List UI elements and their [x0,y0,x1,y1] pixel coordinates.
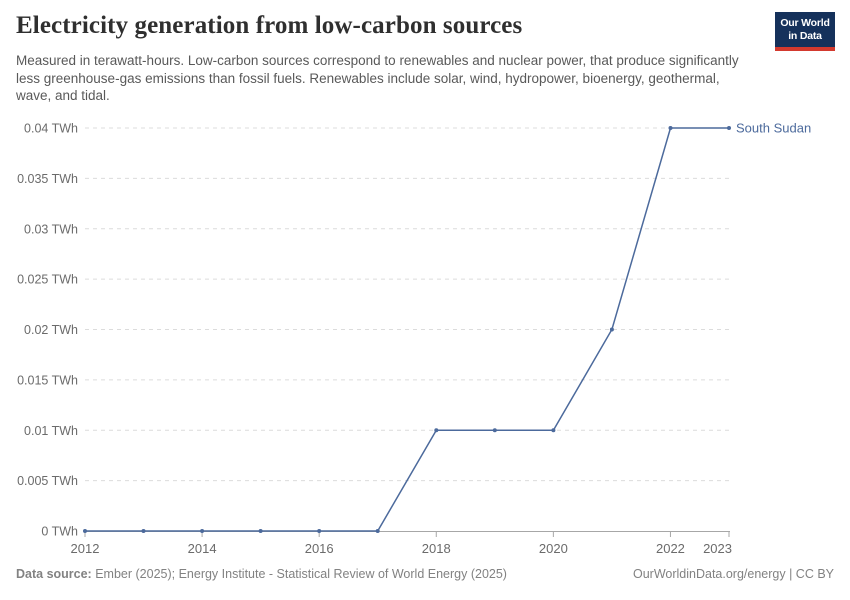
chart-subtitle: Measured in terawatt-hours. Low-carbon s… [16,53,739,103]
series-line [85,127,729,532]
data-point [200,529,205,533]
x-axis-label: 2014 [188,541,217,556]
data-source-text: Ember (2025); Energy Institute - Statist… [91,567,507,581]
y-axis-label: 0.01 TWh [24,424,78,438]
owid-logo-line2: in Data [788,29,822,42]
x-axis-label: 2018 [422,541,451,556]
data-point [551,428,556,433]
data-source-note: Data source: Ember (2025); Energy Instit… [16,567,507,581]
y-axis-label: 0.03 TWh [24,222,78,236]
owid-logo-line1: Our World [780,17,830,29]
data-point [258,529,263,533]
page-title: Electricity generation from low-carbon s… [16,12,523,39]
data-point [727,126,731,130]
data-point [141,529,146,533]
y-axis-label: 0 TWh [41,525,78,539]
credit-link[interactable]: OurWorldinData.org/energy | CC BY [632,567,834,581]
x-axis-label: 2020 [539,541,568,556]
owid-logo: Our World in Data [775,12,835,51]
x-axis-label: 2016 [305,541,334,556]
data-point [375,529,380,533]
series-label: South Sudan [736,121,811,136]
data-source-label: Data source: [16,567,92,581]
data-point [609,327,614,332]
x-axis-label: 2023 [703,541,732,556]
y-axis-label: 0.015 TWh [17,373,78,387]
data-point [668,126,673,130]
y-axis-label: 0.005 TWh [17,474,78,488]
data-point [492,428,497,433]
y-axis-label: 0.025 TWh [17,273,78,287]
y-axis-label: 0.02 TWh [24,323,78,337]
data-point [83,529,87,533]
chart-footer: Data source: Ember (2025); Energy Instit… [16,567,834,581]
data-point [317,529,322,533]
y-axis-label: 0.035 TWh [17,172,78,186]
x-axis-label: 2022 [656,541,685,556]
y-axis-label: 0.04 TWh [24,122,78,136]
data-point [434,428,439,433]
x-axis-label: 2012 [71,541,100,556]
